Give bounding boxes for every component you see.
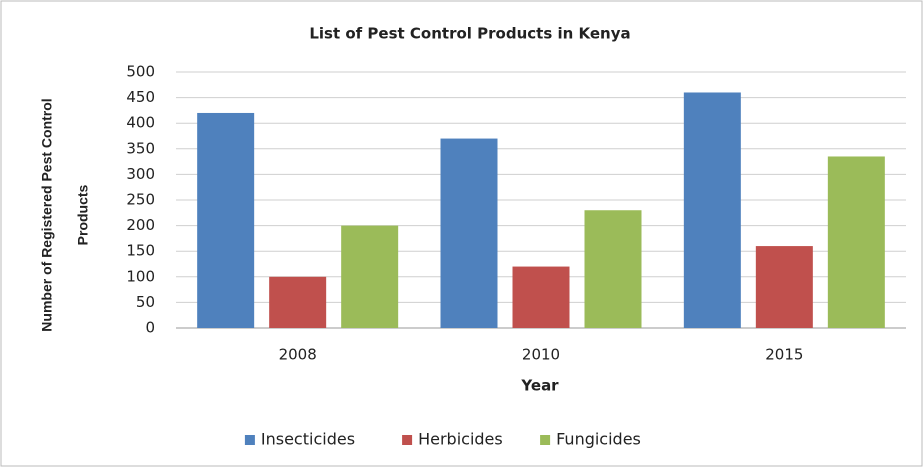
legend-label: Insecticides <box>261 430 355 449</box>
y-tick-label: 200 <box>126 216 155 234</box>
y-tick-label: 450 <box>126 88 155 106</box>
bar <box>512 266 570 328</box>
bar <box>440 138 498 328</box>
legend-swatch <box>402 435 413 445</box>
bar <box>827 156 885 328</box>
x-tick-label: 2010 <box>522 346 560 364</box>
bar <box>683 92 741 328</box>
y-tick-label: 350 <box>126 139 155 157</box>
bar <box>755 246 813 328</box>
y-tick-label: 0 <box>145 319 155 337</box>
bar <box>584 210 642 328</box>
y-tick-label: 250 <box>126 191 155 209</box>
bar <box>197 112 255 329</box>
legend-swatch <box>540 435 551 445</box>
x-tick-label: 2015 <box>765 346 803 364</box>
legend-label: Fungicides <box>556 430 641 449</box>
x-tick-label: 2008 <box>279 346 317 364</box>
y-axis-title: Number of Registered Pest Control Produc… <box>39 98 91 331</box>
y-tick-label: 500 <box>126 63 155 81</box>
bar <box>269 276 327 328</box>
legend-label: Herbicides <box>418 430 503 449</box>
y-axis-title-line: Number of Registered Pest Control <box>39 98 55 331</box>
bar <box>341 225 399 328</box>
y-tick-label: 100 <box>126 267 155 285</box>
legend-swatch <box>244 435 255 445</box>
y-tick-label: 400 <box>126 114 155 132</box>
chart-title: List of Pest Control Products in Kenya <box>309 25 630 43</box>
y-axis-title-line: Products <box>75 184 91 245</box>
y-tick-label: 300 <box>126 165 155 183</box>
x-axis-title: Year <box>520 377 559 395</box>
y-tick-label: 150 <box>126 242 155 260</box>
y-tick-label: 50 <box>136 293 155 311</box>
